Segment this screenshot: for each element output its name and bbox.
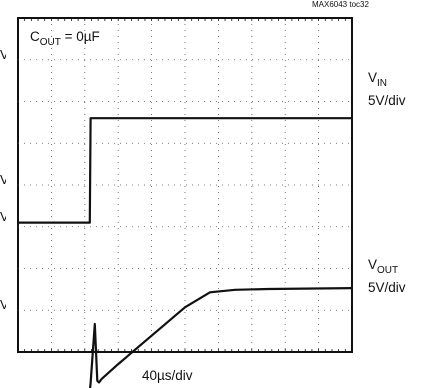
cout-annotation: COUT = 0µF xyxy=(30,29,100,48)
plot-frame xyxy=(17,17,353,353)
vin-channel-label: VIN xyxy=(368,70,388,89)
traces xyxy=(18,117,353,388)
left-edge-fragment: V xyxy=(0,297,6,312)
vout-channel-label: VOUT xyxy=(368,257,399,276)
trace-vin xyxy=(18,117,352,224)
figure-tag: MAX6043 toc32 xyxy=(312,0,369,9)
trace-vout xyxy=(88,287,353,388)
time-scale-label: 40µs/div xyxy=(142,368,193,383)
vout-scale-label: 5V/div xyxy=(368,280,406,295)
left-edge-fragment: V xyxy=(0,209,6,224)
left-edge-fragment: V xyxy=(0,172,6,187)
grid-dots xyxy=(18,18,352,352)
left-edge-fragment: V xyxy=(0,47,6,62)
vin-scale-label: 5V/div xyxy=(368,93,406,108)
